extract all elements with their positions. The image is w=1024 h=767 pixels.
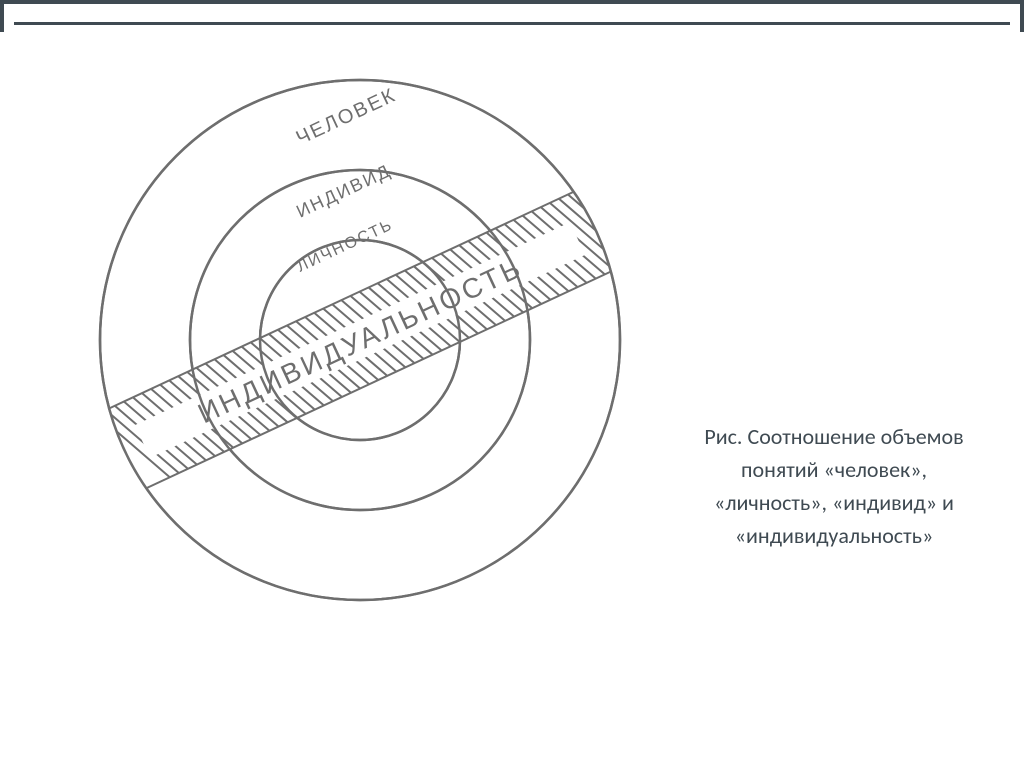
figure-caption: Рис. Соотношение объемов понятий «челове…	[684, 420, 984, 552]
concentric-diagram: ИНДИВИДУАЛЬНОСТЬЧЕЛОВЕКИНДИВИДЛИЧНОСТЬ	[0, 40, 720, 740]
top-frame-bar	[0, 0, 1024, 32]
top-frame-rule	[14, 22, 1010, 25]
top-frame-inner	[4, 4, 1020, 32]
